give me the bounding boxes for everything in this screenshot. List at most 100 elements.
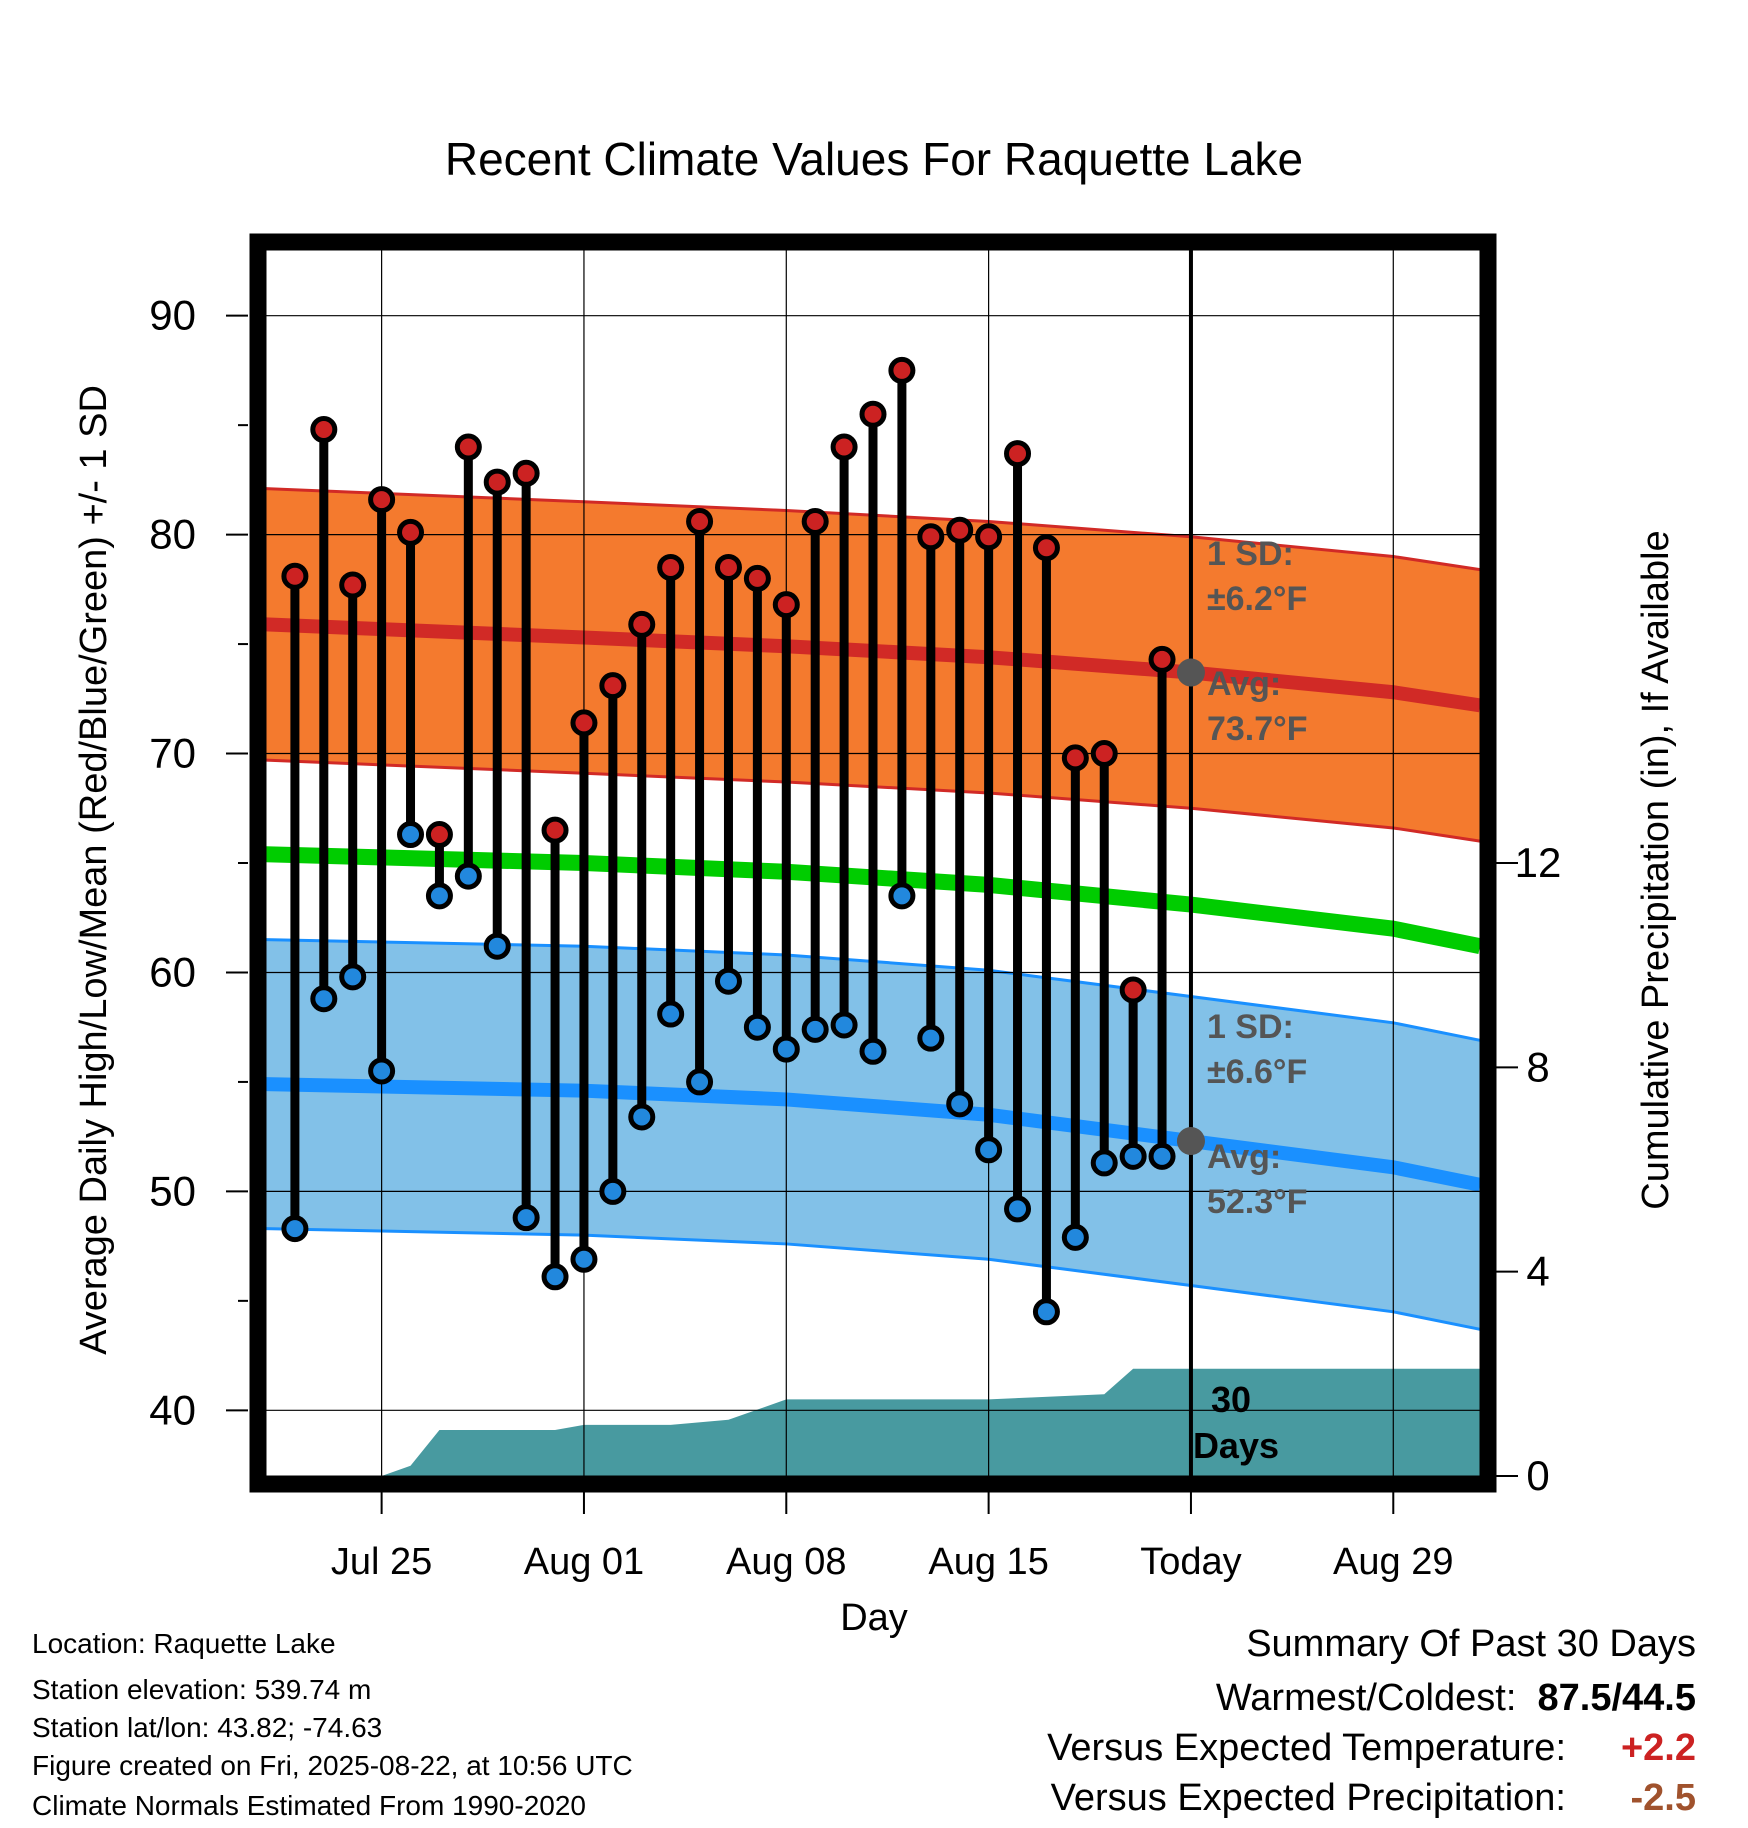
normals-text: Climate Normals Estimated From 1990-2020	[32, 1790, 586, 1821]
today-high-avg-marker	[1176, 658, 1205, 687]
low-point	[946, 1090, 974, 1118]
y2-tick-label: 12	[1515, 839, 1562, 886]
high-point	[830, 433, 858, 461]
summary-warmest: Warmest/Coldest: 87.5/44.5	[1216, 1678, 1696, 1718]
high-point	[801, 507, 829, 535]
high-point	[281, 562, 309, 590]
low-point	[281, 1215, 309, 1243]
summary-temp: Versus Expected Temperature: +2.2	[1047, 1728, 1696, 1768]
high-point	[628, 610, 656, 638]
low-point	[339, 963, 367, 991]
high-point	[310, 416, 338, 444]
low-point	[1032, 1298, 1060, 1326]
low-point	[975, 1136, 1003, 1164]
precip-days-label: Days	[1193, 1425, 1279, 1466]
y-tick-label: 90	[149, 292, 196, 339]
high-point	[368, 486, 396, 514]
low-point	[599, 1177, 627, 1205]
low-point	[743, 1013, 771, 1041]
high-point	[397, 518, 425, 546]
low-point	[1119, 1142, 1147, 1170]
summary-title: Summary Of Past 30 Days	[1246, 1623, 1696, 1665]
precip-days-label: 30	[1211, 1379, 1251, 1420]
high-point	[570, 709, 598, 737]
high-sd-value: ±6.2°F	[1207, 580, 1307, 618]
precip-area	[266, 1368, 1480, 1476]
x-tick-label: Jul 25	[331, 1541, 432, 1583]
low-point	[830, 1011, 858, 1039]
high-point	[946, 516, 974, 544]
low-point	[772, 1035, 800, 1063]
high-avg-value: 73.7°F	[1207, 710, 1308, 748]
low-sd-value: ±6.6°F	[1207, 1053, 1307, 1091]
created-text: Figure created on Fri, 2025-08-22, at 10…	[32, 1750, 633, 1781]
high-point	[743, 564, 771, 592]
low-sd-label: 1 SD:	[1207, 1008, 1294, 1046]
high-point	[425, 821, 453, 849]
low-point	[570, 1245, 598, 1273]
high-sd-label: 1 SD:	[1207, 535, 1294, 573]
x-tick-label: Aug 08	[726, 1541, 846, 1583]
elevation-text: Station elevation: 539.74 m	[32, 1674, 372, 1705]
low-point	[714, 967, 742, 995]
today-low-avg-marker	[1176, 1127, 1205, 1156]
low-point	[541, 1263, 569, 1291]
x-tick-label: Today	[1140, 1541, 1241, 1583]
low-point	[686, 1068, 714, 1096]
high-point	[714, 553, 742, 581]
low-avg-label: Avg:	[1207, 1138, 1281, 1176]
y2-axis-label: Cumulative Precipitation (in), If Availa…	[1635, 530, 1677, 1209]
low-point	[454, 862, 482, 890]
low-point	[917, 1024, 945, 1052]
high-point	[1061, 744, 1089, 772]
high-point	[772, 591, 800, 619]
location-text: Location: Raquette Lake	[32, 1628, 336, 1659]
precip-value: -2.5	[1630, 1777, 1696, 1819]
low-point	[888, 882, 916, 910]
summary-precip: Versus Expected Precipitation: -2.5	[1051, 1778, 1696, 1818]
x-tick-label: Aug 01	[524, 1541, 644, 1583]
y2-tick-label: 8	[1526, 1043, 1549, 1090]
y-tick-label: 40	[149, 1386, 196, 1433]
plot-area: 1 SD: ±6.2°F Avg: 73.7°F 1 SD: ±6.6°F Avg: 52.3…	[149, 233, 1562, 1583]
high-point	[1119, 976, 1147, 1004]
high-avg-label: Avg:	[1207, 665, 1281, 703]
y-tick-label: 60	[149, 948, 196, 995]
plot-frame	[249, 233, 1497, 1493]
y-axis-label: Average Daily High/Low/Mean (Red/Blue/Gr…	[73, 385, 115, 1355]
high-point	[1032, 534, 1060, 562]
warmest-label: Warmest/Coldest:	[1215, 1677, 1517, 1719]
y-tick-label: 50	[149, 1167, 196, 1214]
temp-label: Versus Expected Temperature:	[1047, 1727, 1566, 1769]
warmest-value: 87.5/44.5	[1537, 1677, 1696, 1719]
high-point	[1148, 645, 1176, 673]
y-tick-label: 80	[149, 511, 196, 558]
low-sd-band	[266, 939, 1480, 1330]
high-point	[859, 400, 887, 428]
y-tick-label: 70	[149, 730, 196, 777]
low-point	[1090, 1149, 1118, 1177]
low-point	[368, 1057, 396, 1085]
high-point	[975, 523, 1003, 551]
low-point	[1061, 1223, 1089, 1251]
low-point	[397, 821, 425, 849]
low-point	[512, 1204, 540, 1232]
high-point	[512, 459, 540, 487]
high-point	[454, 433, 482, 461]
low-point	[1148, 1142, 1176, 1170]
high-point	[686, 507, 714, 535]
x-axis-label: Day	[840, 1597, 908, 1639]
y2-tick-label: 0	[1526, 1452, 1549, 1499]
low-avg-value: 52.3°F	[1207, 1183, 1308, 1221]
low-point	[425, 882, 453, 910]
high-point	[339, 571, 367, 599]
low-point	[310, 985, 338, 1013]
low-point	[657, 1000, 685, 1028]
high-point	[541, 816, 569, 844]
high-point	[1004, 440, 1032, 468]
latlon-text: Station lat/lon: 43.82; -74.63	[32, 1712, 383, 1743]
high-point	[483, 468, 511, 496]
high-point	[917, 523, 945, 551]
precip-label: Versus Expected Precipitation:	[1050, 1777, 1566, 1819]
